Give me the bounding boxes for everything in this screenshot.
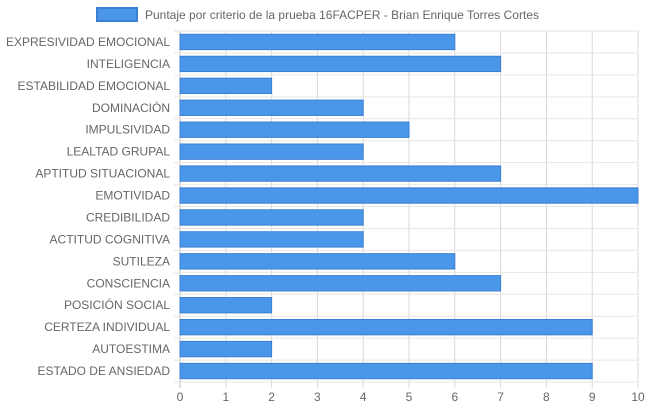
x-tick-label: 8: [543, 390, 550, 404]
bar[interactable]: [179, 187, 639, 204]
legend[interactable]: Puntaje por criterio de la prueba 16FACP…: [96, 7, 539, 22]
bar[interactable]: [179, 253, 456, 270]
x-tick-label: 6: [451, 390, 458, 404]
category-label: CONSCIENCIA: [87, 276, 170, 290]
bar[interactable]: [179, 318, 593, 336]
category-label: CREDIBILIDAD: [86, 210, 170, 224]
category-labels: EXPRESIVIDAD EMOCIONAL INTELIGENCIA ESTABI…: [6, 35, 170, 378]
category-label: POSICIÓN SOCIAL: [64, 297, 170, 312]
grid: [174, 30, 639, 388]
x-tick-label: 10: [631, 390, 645, 404]
x-tick-label: 3: [314, 390, 321, 404]
category-label: ACTITUD COGNITIVA: [50, 232, 170, 246]
category-label: DOMINACIÓN: [92, 100, 170, 115]
bar[interactable]: [179, 297, 273, 314]
legend-label: Puntaje por criterio de la prueba 16FACP…: [145, 8, 539, 22]
category-label: CERTEZA INDIVIDUAL: [44, 320, 170, 334]
x-tick-label: 9: [589, 390, 596, 404]
legend-swatch: [96, 7, 138, 22]
bar[interactable]: [179, 99, 364, 116]
bar[interactable]: [179, 231, 364, 248]
bar[interactable]: [179, 275, 502, 292]
bar[interactable]: [179, 362, 593, 380]
category-label: LEALTAD GRUPAL: [67, 145, 171, 159]
x-tick-label: 7: [497, 390, 504, 404]
bars: [179, 33, 639, 380]
x-tick-label: 5: [406, 390, 413, 404]
bar[interactable]: [179, 77, 273, 95]
category-label: ESTABILIDAD EMOCIONAL: [18, 79, 171, 93]
category-label: EXPRESIVIDAD EMOCIONAL: [6, 35, 170, 49]
bar[interactable]: [179, 165, 502, 182]
bar[interactable]: [179, 33, 456, 51]
category-label: AUTOESTIMA: [92, 342, 170, 356]
bar[interactable]: [179, 340, 273, 358]
category-label: ESTADO DE ANSIEDAD: [38, 364, 171, 378]
x-tick-labels: 0 1 2 3 4 5 6 7 8 9 10: [177, 390, 645, 404]
x-tick-label: 1: [222, 390, 229, 404]
bar[interactable]: [179, 209, 364, 226]
category-label: EMOTIVIDAD: [95, 189, 170, 203]
x-tick-label: 0: [177, 390, 184, 404]
category-label: SUTILEZA: [113, 254, 170, 268]
bar[interactable]: [179, 143, 364, 160]
category-label: IMPULSIVIDAD: [85, 123, 170, 137]
bar[interactable]: [179, 55, 502, 73]
x-tick-label: 4: [360, 390, 367, 404]
bar[interactable]: [179, 121, 410, 138]
x-tick-label: 2: [268, 390, 275, 404]
category-label: INTELIGENCIA: [87, 57, 170, 71]
category-label: APTITUD SITUACIONAL: [35, 167, 170, 181]
